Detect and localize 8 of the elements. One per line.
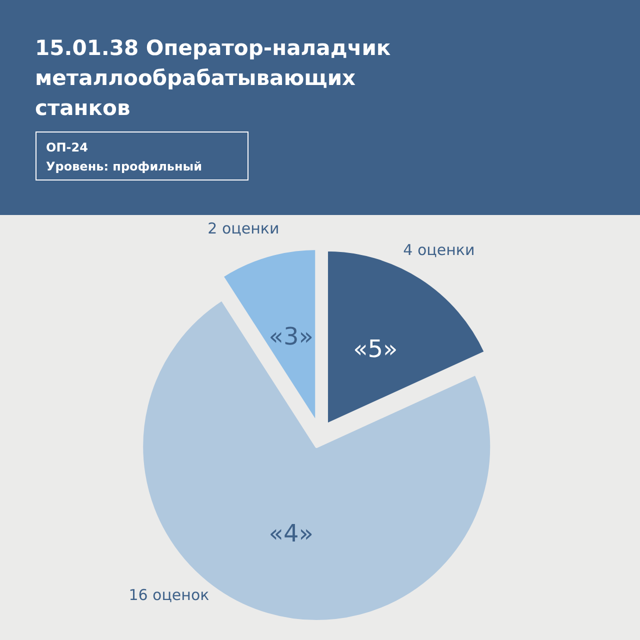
- slice-label: «3»: [268, 322, 314, 351]
- data-label: 4 оценки: [403, 240, 475, 259]
- data-label: 2 оценки: [208, 220, 280, 238]
- slice-label: «4»: [268, 519, 314, 548]
- slice-label: «5»: [353, 334, 398, 363]
- chart-subtitle: ОП-24 Уровень: профильный: [46, 140, 202, 174]
- data-label: 16 оценок: [128, 586, 210, 604]
- chart-title: 15.01.38 Оператор-наладчик металлообрабатывающих станков: [35, 36, 398, 120]
